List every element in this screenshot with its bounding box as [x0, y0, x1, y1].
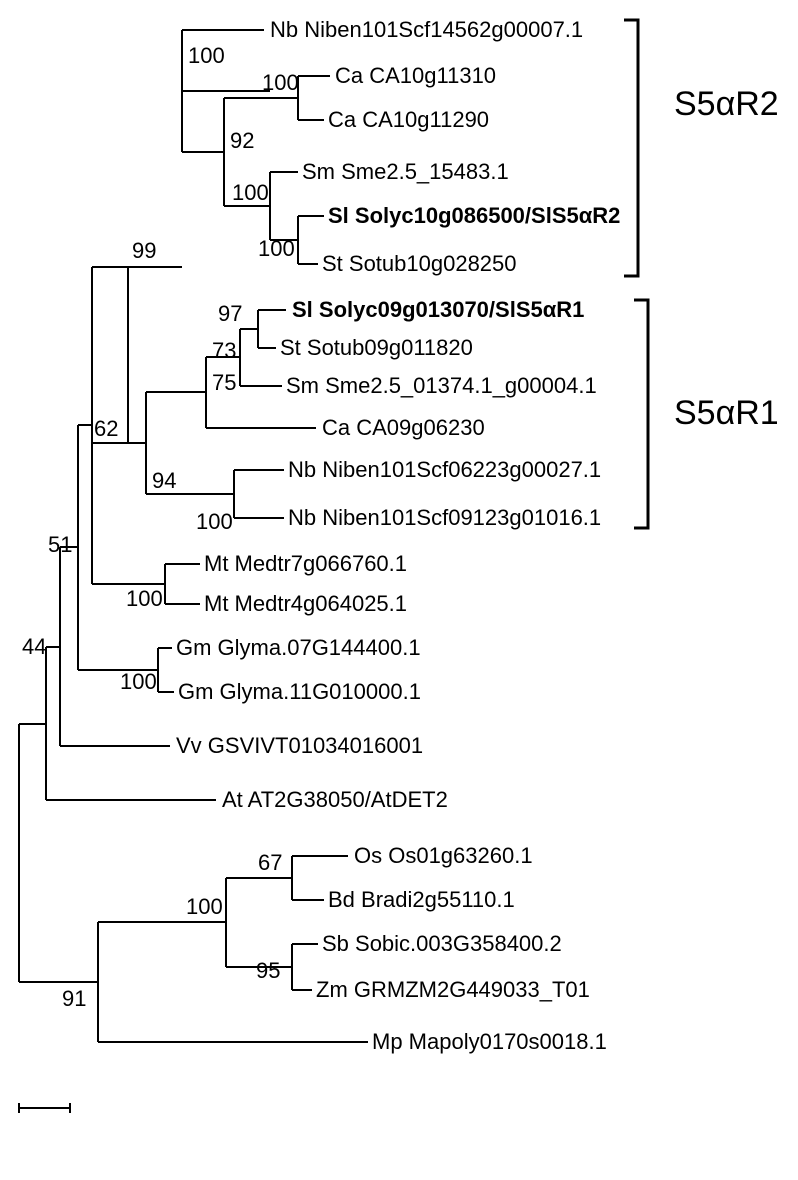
- taxon-label: Gm Glyma.07G144400.1: [176, 635, 421, 660]
- bootstrap-support: 100: [262, 70, 299, 95]
- bootstrap-support: 62: [94, 416, 118, 441]
- taxon-label: Gm Glyma.11G010000.1: [178, 679, 421, 704]
- bootstrap-support: 44: [22, 634, 46, 659]
- bootstrap-support: 92: [230, 128, 254, 153]
- bootstrap-support: 95: [256, 958, 280, 983]
- bootstrap-support: 67: [258, 850, 282, 875]
- bootstrap-support: 100: [120, 669, 157, 694]
- taxon-label: Sm Sme2.5_01374.1_g00004.1: [286, 373, 597, 398]
- clade-label: S5αR2: [674, 85, 779, 123]
- taxon-label: Zm GRMZM2G449033_T01: [316, 977, 590, 1002]
- taxon-label: Os Os01g63260.1: [354, 843, 533, 868]
- taxon-label: St Sotub10g028250: [322, 251, 517, 276]
- clade-label: S5αR1: [674, 394, 779, 432]
- bootstrap-support: 75: [212, 370, 236, 395]
- taxon-label: Nb Niben101Scf06223g00027.1: [288, 457, 601, 482]
- taxon-label: Sl Solyc10g086500/SlS5αR2: [328, 203, 620, 228]
- taxon-label: Nb Niben101Scf14562g00007.1: [270, 17, 583, 42]
- taxon-label: At AT2G38050/AtDET2: [222, 787, 448, 812]
- phylogenetic-tree: Nb Niben101Scf14562g00007.1 Ca CA10g11310…: [0, 0, 798, 1180]
- bootstrap-support: 100: [126, 586, 163, 611]
- taxon-label: Mp Mapoly0170s0018.1: [372, 1029, 607, 1054]
- taxon-label: Mt Medtr7g066760.1: [204, 551, 407, 576]
- taxon-label: Sm Sme2.5_15483.1: [302, 159, 509, 184]
- taxon-label: Vv GSVIVT01034016001: [176, 733, 423, 758]
- taxon-label: Ca CA09g06230: [322, 415, 485, 440]
- taxon-label: Ca CA10g11290: [328, 107, 489, 132]
- bootstrap-support: 99: [132, 238, 156, 263]
- taxon-label: Mt Medtr4g064025.1: [204, 591, 407, 616]
- bootstrap-support: 100: [196, 509, 233, 534]
- taxon-label: St Sotub09g011820: [280, 335, 473, 360]
- bootstrap-support: 97: [218, 301, 242, 326]
- clade-bracket: [624, 20, 638, 276]
- taxon-label: Nb Niben101Scf09123g01016.1: [288, 505, 601, 530]
- bootstrap-support: 73: [212, 338, 236, 363]
- bootstrap-support: 100: [186, 894, 223, 919]
- bootstrap-support: 100: [232, 180, 269, 205]
- clade-bracket: [634, 300, 648, 528]
- bootstrap-support: 100: [188, 43, 225, 68]
- bootstrap-support: 100: [258, 236, 295, 261]
- taxon-label: Ca CA10g11310: [335, 63, 496, 88]
- bootstrap-support: 94: [152, 468, 176, 493]
- taxon-label: Sl Solyc09g013070/SlS5αR1: [292, 297, 584, 322]
- bootstrap-support: 51: [48, 532, 72, 557]
- taxon-label: Sb Sobic.003G358400.2: [322, 931, 562, 956]
- taxon-label: Bd Bradi2g55110.1: [328, 887, 515, 912]
- bootstrap-support: 91: [62, 986, 86, 1011]
